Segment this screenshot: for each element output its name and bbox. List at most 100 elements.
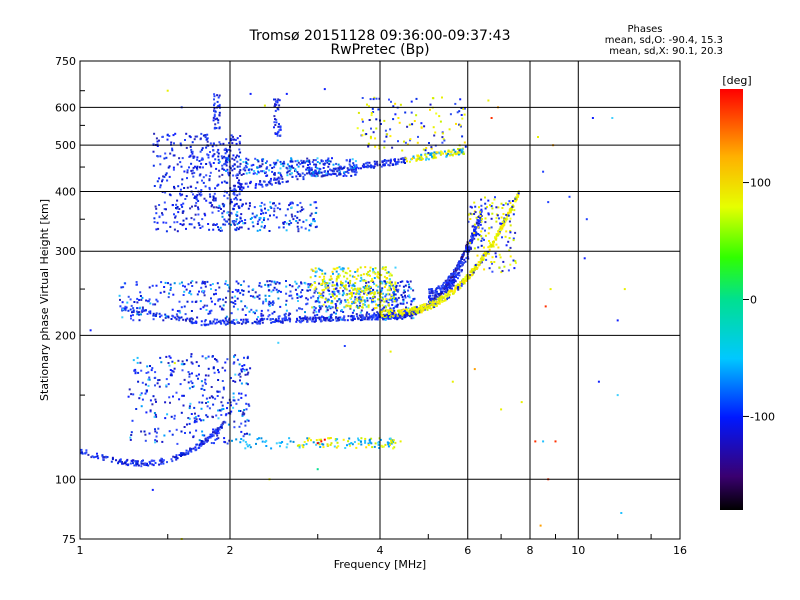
data-point [198,224,201,227]
data-point [429,298,432,301]
data-point [392,105,395,108]
data-point [233,355,235,358]
data-point [252,163,255,166]
data-point [202,419,205,422]
data-point [308,166,311,169]
data-point [282,160,285,163]
data-point [200,444,203,447]
data-point [362,163,365,166]
data-point [242,280,245,283]
data-point [457,264,460,267]
data-point [376,163,379,166]
data-point [223,148,226,151]
data-point [436,297,439,300]
plot-frame [79,60,681,540]
data-point [381,304,384,307]
data-point [154,441,157,444]
data-point [282,222,285,225]
data-point [420,155,423,158]
data-point [355,169,357,172]
data-point [212,199,215,201]
data-point [161,212,163,215]
data-point [219,298,222,301]
data-point [323,438,326,441]
data-point [272,289,275,292]
data-point [214,322,217,325]
data-point [487,99,490,102]
data-point [239,217,242,220]
data-point [156,300,159,303]
data-point [212,206,215,209]
data-point [220,208,222,210]
data-point [191,172,194,175]
data-point [354,160,357,163]
data-point [392,314,395,316]
data-point [362,129,365,132]
data-point [474,205,477,208]
data-point [381,314,384,317]
data-point [176,230,179,233]
data-point [267,302,270,305]
data-point [324,301,327,304]
data-point [326,299,329,302]
data-point [407,307,410,310]
data-point [403,289,406,292]
data-point [404,314,407,317]
data-point [171,147,174,150]
data-point [435,112,438,115]
data-point [282,165,285,168]
data-point [495,217,498,220]
data-point [445,155,448,158]
data-point [184,432,186,434]
data-point [277,130,280,133]
data-point [232,154,235,157]
data-point [262,300,265,303]
data-point [285,303,287,306]
data-point [201,394,204,397]
data-point [394,283,397,286]
data-point [322,167,325,169]
data-point [110,460,113,463]
data-point [468,245,471,248]
data-point [390,294,393,297]
data-point [481,227,484,230]
data-point [498,228,501,231]
data-point [611,117,614,119]
data-point [318,282,321,285]
data-point [491,241,494,243]
data-point [288,165,291,168]
data-point [320,160,323,163]
data-point [391,283,394,286]
data-point [352,167,355,169]
data-point [247,227,250,230]
data-point [279,445,281,448]
data-point [226,220,229,223]
data-point [269,179,272,182]
data-point [166,138,169,141]
data-point [289,290,292,293]
data-point [260,209,263,212]
data-point [284,318,287,321]
data-point [196,158,199,161]
data-point [256,159,259,161]
data-point [188,417,191,420]
data-point [203,441,206,444]
data-point [334,317,337,320]
data-point [474,264,477,266]
data-point [135,464,138,467]
data-point [205,138,208,141]
data-point [168,430,171,433]
data-point [312,306,315,309]
data-point [392,439,395,442]
data-point [366,166,369,169]
data-point [211,145,214,148]
data-point [360,290,363,293]
data-point [285,280,287,282]
data-point [141,398,144,401]
data-point [373,312,376,315]
data-point [428,292,431,295]
data-point [225,138,228,141]
data-point [429,301,432,304]
data-point [509,255,512,258]
data-point [501,220,504,223]
